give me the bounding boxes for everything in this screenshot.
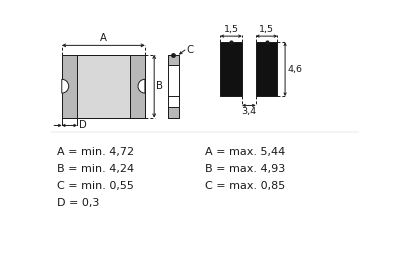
Text: C = min. 0,55: C = min. 0,55 <box>57 181 134 191</box>
Text: D: D <box>79 121 86 130</box>
Text: B: B <box>156 81 164 91</box>
Bar <box>62 55 145 118</box>
Bar <box>220 42 242 96</box>
Bar <box>168 55 179 65</box>
Bar <box>168 55 179 118</box>
Text: A = min. 4,72: A = min. 4,72 <box>57 147 134 157</box>
Text: A: A <box>100 33 107 43</box>
Text: D = 0,3: D = 0,3 <box>57 198 100 208</box>
Bar <box>62 55 145 118</box>
Text: 3,4: 3,4 <box>241 107 256 116</box>
Wedge shape <box>138 79 145 93</box>
Text: B = max. 4,93: B = max. 4,93 <box>205 164 285 174</box>
Bar <box>168 107 179 118</box>
Text: C = max. 0,85: C = max. 0,85 <box>205 181 285 191</box>
Text: 4,6: 4,6 <box>287 65 302 74</box>
Text: 1,5: 1,5 <box>259 25 274 34</box>
Bar <box>130 55 145 118</box>
Text: C: C <box>186 45 194 55</box>
Bar <box>256 42 277 96</box>
Text: B = min. 4,24: B = min. 4,24 <box>57 164 134 174</box>
Text: A = max. 5,44: A = max. 5,44 <box>205 147 285 157</box>
Wedge shape <box>62 79 69 93</box>
Bar <box>62 55 77 118</box>
Text: 1,5: 1,5 <box>224 25 239 34</box>
